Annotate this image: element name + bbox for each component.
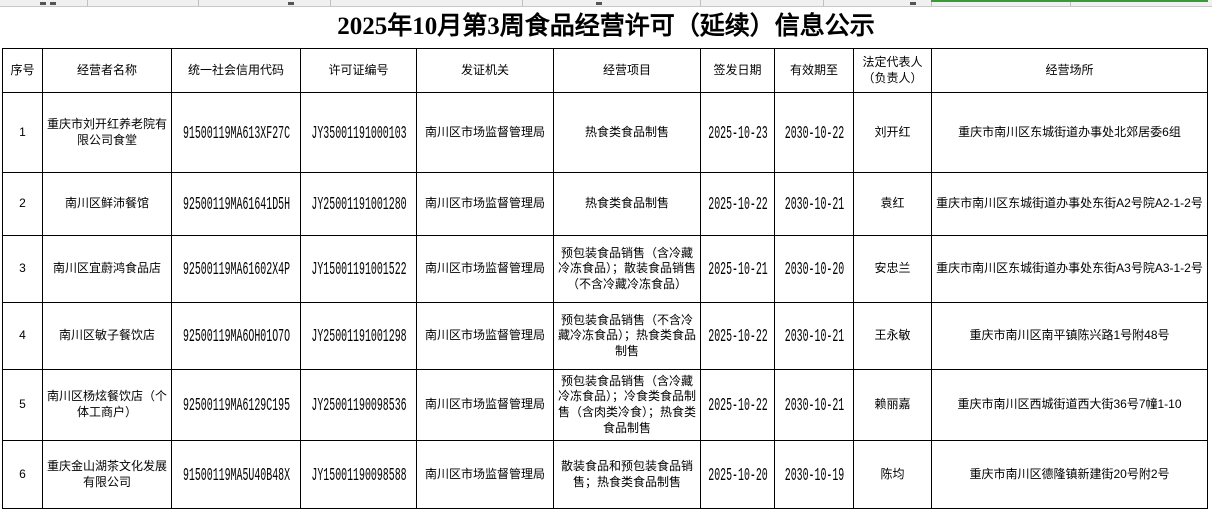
svg-text:JY25001191001280: JY25001191001280 [311,195,406,214]
svg-text:92500119MA6129C195: 92500119MA6129C195 [182,396,289,415]
svg-text:2025-10-20: 2025-10-20 [708,466,768,485]
svg-text:JY25001191001298: JY25001191001298 [311,327,406,346]
svg-text:92500119MA61641D5H: 92500119MA61641D5H [182,195,289,214]
svg-text:2030-10-20: 2030-10-20 [784,260,844,279]
svg-text:2025-10-22: 2025-10-22 [708,396,768,415]
svg-text:2030-10-21: 2030-10-21 [784,327,844,346]
svg-text:2025-10-22: 2025-10-22 [708,195,768,214]
svg-text:92500119MA61602X4P: 92500119MA61602X4P [182,260,289,279]
svg-text:92500119MA6OH01O7O: 92500119MA6OH01O7O [182,327,289,346]
svg-text:91500119MA613XF27C: 91500119MA613XF27C [182,124,289,143]
svg-text:2030-10-21: 2030-10-21 [784,195,844,214]
svg-text:JY15001191001522: JY15001191001522 [311,260,406,279]
svg-text:2025-10-21: 2025-10-21 [708,260,768,279]
svg-text:2025-10-23: 2025-10-23 [708,124,768,143]
svg-text:2030-10-21: 2030-10-21 [784,396,844,415]
svg-text:2030-10-19: 2030-10-19 [784,466,844,485]
svg-text:2025-10-22: 2025-10-22 [708,327,768,346]
svg-text:JY25001190098536: JY25001190098536 [311,396,406,415]
svg-text:JY35001191000103: JY35001191000103 [311,124,406,143]
svg-text:JY15001190098588: JY15001190098588 [311,466,406,485]
svg-text:91500119MA5U40B48X: 91500119MA5U40B48X [182,466,289,485]
svg-text:2030-10-22: 2030-10-22 [784,124,844,143]
